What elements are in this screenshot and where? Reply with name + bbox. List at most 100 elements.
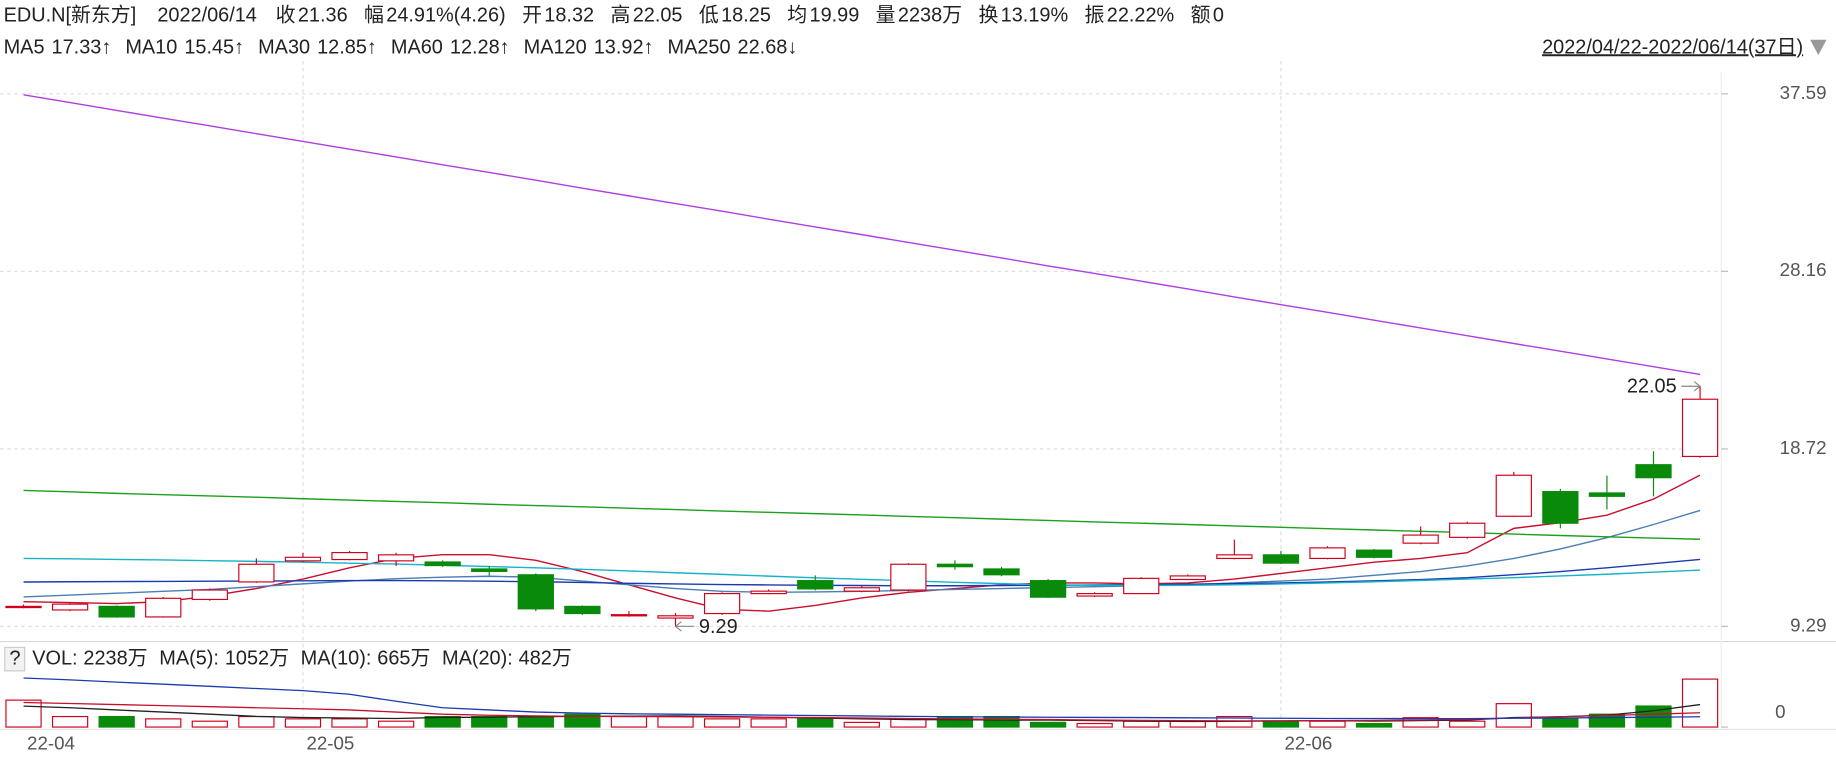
candle-body [5, 605, 42, 609]
volume-bar [145, 718, 182, 728]
volume-bar [51, 715, 89, 728]
legend-name: MA5 [4, 36, 45, 58]
candle-body [51, 603, 89, 611]
candle-body [610, 614, 648, 617]
quote-label: 高 [610, 4, 630, 27]
volume-bar [797, 718, 834, 728]
date-range: 2022/04/22-2022/06/14(37日) [1542, 36, 1803, 58]
legend-name: MA(5): [159, 647, 219, 669]
quote-label: 收 [276, 4, 296, 27]
quote-value: 24.91%(4.26) [386, 5, 505, 27]
volume-bar [1402, 717, 1439, 728]
y-tick-label: 18.72 [1780, 437, 1827, 458]
volume-bar [5, 699, 42, 728]
volume-bar [657, 715, 694, 728]
volume-bar [1681, 678, 1719, 728]
volume-bar [1169, 720, 1206, 728]
volume-bar [750, 718, 787, 728]
candle-body [377, 554, 415, 562]
candle-body [1588, 492, 1626, 497]
candle-body [1635, 464, 1672, 479]
date: 2022/06/14 [157, 5, 257, 27]
range-dropdown-icon[interactable] [1810, 39, 1827, 56]
annotation-arrowhead [1693, 381, 1702, 392]
legend-name: MA60 [391, 36, 443, 58]
candle-body [843, 587, 880, 592]
volume-bar [191, 720, 228, 728]
ma-line [23, 558, 1701, 587]
legend-name: MA10 [125, 36, 177, 58]
quote-label: 均 [787, 4, 807, 27]
volume-bar [983, 715, 1020, 728]
candle-body [657, 615, 694, 619]
candle-body [145, 597, 182, 618]
volume-bar [564, 713, 601, 728]
candle-body [191, 589, 228, 601]
legend-name: MA120 [524, 36, 587, 58]
help-box[interactable] [4, 646, 26, 672]
candle-body [564, 605, 601, 615]
legend-value: 15.45↑ [184, 36, 244, 58]
ma-line [23, 94, 1701, 376]
legend-value: 13.92↑ [594, 36, 654, 58]
annotation: 9.29 [699, 616, 738, 638]
volume-bar [1076, 722, 1113, 728]
quote-value: 13.19% [1001, 5, 1068, 27]
candle-body [1216, 554, 1253, 560]
quote-label: 额 [1191, 4, 1211, 27]
candle-body [983, 568, 1020, 576]
volume-bar [1449, 720, 1486, 728]
volume-bar [1262, 720, 1300, 728]
legend-value: 2238万 [83, 647, 147, 669]
volume-bar [471, 715, 508, 728]
quote-label: 开 [522, 5, 542, 27]
quote-value: 18.25 [721, 5, 771, 27]
candle-body [424, 561, 461, 567]
volume-bar [331, 718, 368, 728]
candle-body [703, 593, 741, 615]
volume-bar [424, 715, 461, 728]
symbol: EDU.N[新东方] [4, 4, 137, 27]
volume-bar [1123, 720, 1160, 728]
y-tick-label: 9.29 [1790, 614, 1826, 635]
legend-name: MA30 [258, 36, 310, 58]
legend-name: MA250 [668, 36, 731, 58]
y-tick-label: 0 [1775, 701, 1785, 722]
legend-name: MA(20): [442, 647, 513, 669]
volume-bar [1355, 722, 1393, 728]
candle-body [1449, 522, 1486, 538]
quote-label: 量 [876, 5, 896, 27]
legend-value: 12.85↑ [317, 36, 377, 58]
candle-body [331, 551, 368, 561]
quote-value: 22.22% [1107, 5, 1174, 27]
volume-bar [98, 715, 135, 728]
ma-line [23, 557, 1701, 587]
candle-body [1029, 580, 1067, 598]
quote-value: 18.32 [544, 5, 594, 27]
candle-body [1169, 575, 1206, 581]
legend-value: 17.33↑ [52, 36, 112, 58]
x-tick-label: 22-06 [1284, 733, 1332, 754]
quote-value: 19.99 [810, 5, 860, 27]
quote-label: 换 [978, 4, 998, 27]
x-tick-label: 22-04 [27, 733, 75, 754]
volume-bar [238, 715, 275, 728]
candle-body [98, 605, 135, 618]
volume-bar [517, 715, 554, 728]
volume-ma-line [23, 677, 1701, 720]
x-tick-label: 22-05 [306, 733, 354, 754]
volume-bar [843, 721, 880, 728]
candle-body [284, 556, 322, 562]
volume-bar [1542, 718, 1579, 728]
quote-label: 幅 [364, 4, 384, 27]
legend-value: 482万 [519, 647, 572, 669]
candle-body [517, 574, 554, 610]
candle-body [1123, 577, 1160, 595]
quote-label: 低 [699, 4, 719, 27]
candle-body [1076, 593, 1113, 597]
help-icon: ? [9, 647, 20, 669]
volume-bar [284, 718, 322, 728]
candle-body [1495, 474, 1532, 517]
legend-name: MA(10): [301, 647, 372, 669]
